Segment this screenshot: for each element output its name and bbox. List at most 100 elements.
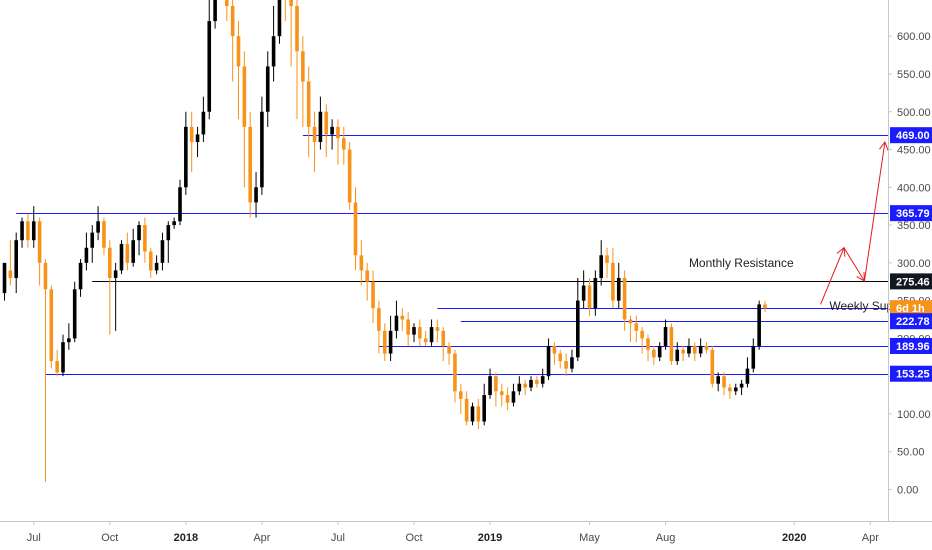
price-badge-box: [890, 365, 932, 382]
candle: [540, 368, 545, 388]
candle: [137, 221, 141, 256]
candle-body: [108, 247, 112, 278]
candle-body: [704, 345, 709, 350]
price-badge: 222.78: [890, 313, 932, 330]
candle-body: [394, 315, 399, 331]
candle: [324, 104, 329, 158]
price-badge-label: 469.00: [896, 130, 930, 142]
candle-body: [751, 345, 756, 369]
candle: [248, 111, 252, 218]
candle-body: [324, 111, 329, 135]
candle-body: [143, 225, 147, 252]
candle: [576, 277, 580, 362]
candle-body: [137, 225, 141, 241]
candle: [722, 372, 726, 396]
candle: [148, 247, 153, 278]
time-tick-label: Oct: [405, 532, 422, 544]
price-badge-box: [890, 300, 932, 317]
candle: [616, 262, 621, 309]
candle-body: [265, 66, 270, 112]
projection-arrows: [820, 140, 889, 305]
candle: [517, 376, 522, 396]
candle: [681, 345, 685, 362]
candle-body: [388, 330, 393, 354]
candle-body: [201, 111, 206, 135]
price-tick-label: 300.00: [897, 258, 931, 270]
candle: [78, 259, 83, 297]
candle-body: [230, 5, 235, 37]
candle: [447, 342, 451, 365]
candle: [757, 300, 761, 350]
candle: [125, 232, 130, 271]
candle: [418, 319, 422, 346]
candle-body: [763, 304, 767, 309]
candle: [43, 259, 48, 482]
candle: [353, 187, 358, 271]
candle-body: [716, 376, 720, 384]
candle: [172, 217, 176, 229]
candle: [254, 172, 258, 218]
candle: [213, 0, 217, 29]
candle: [453, 349, 457, 403]
candle: [382, 323, 387, 362]
candle-body: [90, 232, 95, 248]
candle-body: [587, 285, 592, 309]
price-tick-label: 600.00: [897, 31, 931, 43]
time-tick-label: Jul: [331, 532, 345, 544]
candle: [119, 240, 124, 275]
candle-body: [464, 398, 469, 422]
candle-body: [745, 368, 750, 384]
candle-body: [184, 126, 188, 188]
candle-body: [31, 221, 36, 241]
candle-body: [260, 111, 264, 188]
candle: [31, 206, 36, 248]
time-axis[interactable]: JulOct2018AprJulOct2019MayAug2020AprJul: [27, 521, 932, 544]
candle: [464, 391, 469, 426]
candle-body: [663, 327, 668, 346]
candle-body: [499, 391, 504, 396]
candle: [640, 327, 644, 354]
price-badge: 275.46: [890, 273, 932, 290]
candle: [365, 262, 369, 301]
candle: [605, 247, 609, 278]
candle: [189, 111, 194, 173]
candle: [207, 0, 212, 120]
candle: [108, 240, 112, 335]
time-tick-label: 2019: [478, 532, 502, 544]
price-tick-label: 550.00: [897, 69, 931, 81]
price-badge-box: [890, 337, 932, 354]
candle: [687, 338, 691, 358]
candle-body: [628, 319, 633, 324]
candle-body: [289, 0, 293, 6]
candle-body: [739, 383, 744, 388]
candle: [646, 334, 650, 362]
candle-body: [8, 270, 13, 278]
candle-body: [26, 221, 30, 241]
price-tick-label: 450.00: [897, 145, 931, 157]
candle: [289, 0, 293, 67]
candle-body: [336, 126, 340, 139]
price-tick-label: 400.00: [897, 182, 931, 194]
candle-body: [418, 327, 422, 339]
candle-body: [154, 262, 159, 271]
candle-body: [447, 345, 451, 354]
candle-body: [482, 395, 486, 422]
candle-body: [722, 376, 726, 388]
candle: [347, 141, 352, 210]
candle-body: [20, 221, 24, 241]
projection-arrowhead: [879, 140, 889, 151]
candle: [295, 0, 299, 120]
projection-arrowhead: [836, 246, 846, 257]
candle-body: [236, 36, 241, 67]
price-tick-label: 500.00: [897, 107, 931, 119]
candle-body: [189, 126, 194, 142]
candle-body: [511, 391, 516, 403]
candle: [2, 262, 7, 301]
candle: [523, 379, 527, 396]
candle: [552, 342, 557, 365]
candle: [277, 0, 282, 44]
candle-body: [342, 138, 346, 150]
candle-body: [693, 345, 697, 354]
